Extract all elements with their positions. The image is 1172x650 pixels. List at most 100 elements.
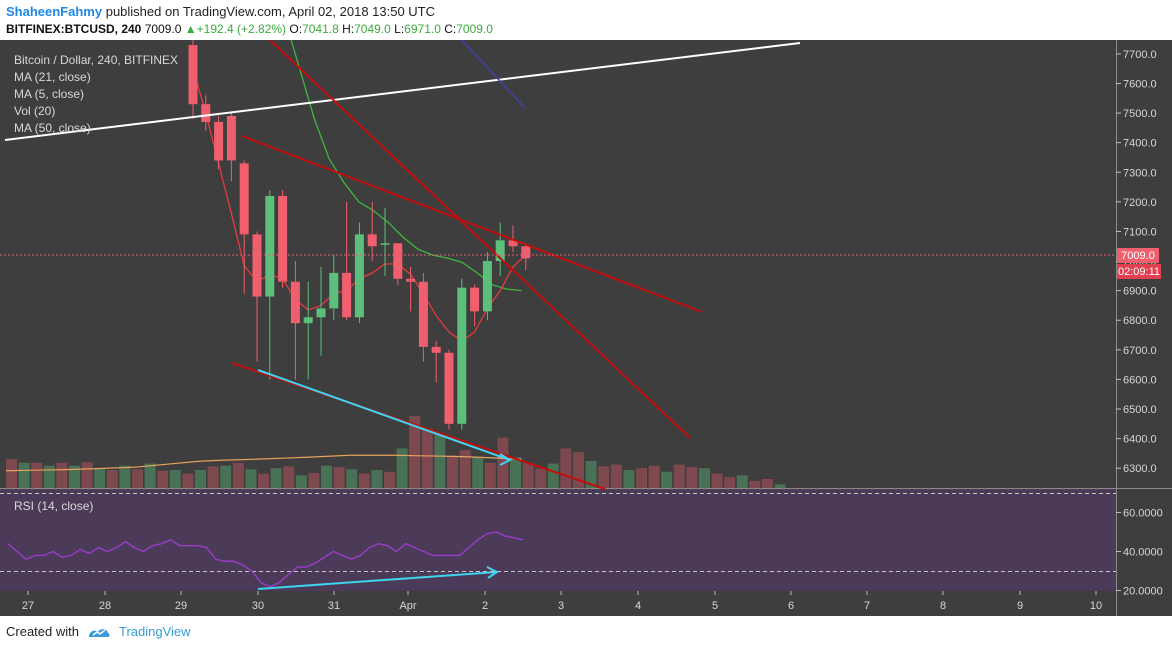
- volume-bar: [522, 462, 534, 488]
- volume-bar: [762, 479, 773, 488]
- candle: [393, 243, 403, 279]
- price-divergence-line[interactable]: [257, 369, 511, 461]
- volume-bar: [106, 470, 118, 488]
- rsi-divergence-line[interactable]: [257, 571, 498, 590]
- candle: [201, 104, 211, 122]
- price-tick-label: 6800.0: [1123, 315, 1157, 327]
- volume-bar: [610, 464, 622, 488]
- price-chart[interactable]: 6300.0 6400.0 6500.0 6600.0 6700.0 6800.0 6900…: [0, 40, 1172, 616]
- candle: [418, 281, 428, 347]
- rsi-tick-label: 20.0000: [1123, 586, 1163, 598]
- last-price-badge: [1117, 248, 1159, 263]
- volume-bar: [585, 461, 597, 488]
- volume-bar: [724, 477, 736, 488]
- rsi-axis[interactable]: 20.0000 40.0000 60.0000: [1116, 508, 1163, 598]
- volume-bar: [43, 465, 55, 488]
- ma21-line: [290, 40, 522, 292]
- candle: [188, 45, 198, 105]
- volume-bar: [434, 434, 446, 488]
- time-tick-label: 8: [940, 600, 946, 612]
- published-text: published on TradingView.com, April 02, …: [105, 4, 436, 19]
- volume-bar: [648, 465, 660, 488]
- volume-bar: [699, 468, 710, 488]
- time-axis[interactable]: 27 28 29 30 31 Apr 2 3 4 5 6 7 8 9 10: [22, 591, 1102, 612]
- volume-bar: [673, 464, 685, 488]
- price-tick-label: 6700.0: [1123, 345, 1157, 357]
- volume-bar: [283, 466, 295, 488]
- candle: [457, 287, 467, 424]
- volume-bar: [774, 484, 786, 488]
- volume-bar: [270, 468, 282, 488]
- legend-ma5[interactable]: MA (5, close): [14, 87, 84, 101]
- red-trendline-shallow[interactable]: [241, 135, 703, 313]
- candle: [226, 116, 236, 161]
- legend-title: Bitcoin / Dollar, 240, BITFINEX: [14, 53, 178, 67]
- time-tick-label: 31: [328, 600, 340, 612]
- tradingview-link[interactable]: TradingView: [118, 624, 191, 639]
- candle: [329, 272, 339, 309]
- volume-bar: [447, 455, 458, 488]
- volume-bar: [56, 462, 68, 488]
- rsi-pane[interactable]: [0, 489, 1116, 591]
- price-axis-bg[interactable]: [1116, 40, 1172, 616]
- legend-ma21[interactable]: MA (21, close): [14, 70, 91, 84]
- candle: [380, 243, 390, 245]
- blue-trendline[interactable]: [460, 40, 526, 109]
- main-pane[interactable]: [0, 40, 1116, 488]
- volume-bar: [573, 452, 584, 488]
- candle: [367, 234, 377, 247]
- time-tick-label: 27: [22, 600, 34, 612]
- volume-bar: [321, 465, 332, 488]
- legend-vol[interactable]: Vol (20): [14, 104, 55, 118]
- volume-bar: [346, 469, 358, 488]
- red-trendline-steep[interactable]: [269, 40, 691, 439]
- volume-bar: [384, 471, 395, 488]
- candle: [444, 352, 454, 424]
- volume-bar: [472, 457, 484, 488]
- volume-bar: [736, 475, 748, 488]
- volume-bar: [711, 473, 723, 488]
- volume-bar: [623, 470, 635, 488]
- change-icon: ▲: [184, 22, 197, 36]
- volume-bar: [169, 470, 181, 488]
- countdown-badge: [1117, 264, 1161, 279]
- volume-bar: [132, 469, 143, 488]
- time-tick-label: 30: [252, 600, 264, 612]
- symbol-line: BITFINEX:BTCUSD, 240: [6, 22, 142, 36]
- candle: [278, 195, 288, 282]
- time-tick-label: 7: [864, 600, 870, 612]
- volume-bar: [6, 459, 17, 488]
- price-tick-label: 6300.0: [1123, 463, 1157, 475]
- countdown-badge-text: 02:09:11: [1118, 266, 1160, 278]
- candle: [265, 195, 275, 297]
- volume-bar: [547, 463, 559, 488]
- time-tick-label: 3: [558, 600, 564, 612]
- candle: [470, 287, 480, 312]
- volume-bar: [535, 468, 547, 488]
- candle: [508, 240, 518, 247]
- last-price-badge-text: 7009.0: [1121, 250, 1155, 262]
- open-value: 7041.8: [302, 22, 339, 36]
- time-tick-label: 5: [712, 600, 718, 612]
- author-name[interactable]: ShaheenFahmy: [6, 4, 103, 19]
- volume-bar: [232, 462, 244, 488]
- legend-ma50[interactable]: MA (50, close): [14, 121, 91, 135]
- candle: [252, 234, 262, 297]
- price-tick-label: 7600.0: [1123, 78, 1157, 90]
- red-trendline-lower[interactable]: [231, 362, 606, 490]
- time-axis-bg[interactable]: [0, 591, 1116, 616]
- ma50-line: [5, 454, 523, 472]
- time-tick-label: 2: [482, 600, 488, 612]
- volume-bar: [245, 469, 257, 488]
- time-tick-label: 9: [1017, 600, 1023, 612]
- candles: [188, 40, 531, 430]
- open-label: O:: [289, 22, 303, 36]
- white-trendline[interactable]: [4, 42, 801, 141]
- candle: [303, 317, 313, 324]
- rsi-legend[interactable]: RSI (14, close): [14, 499, 93, 513]
- volume-bar: [661, 471, 673, 488]
- candle: [495, 240, 505, 262]
- candle: [431, 346, 441, 353]
- volume-bar: [220, 465, 232, 488]
- candle: [354, 234, 364, 318]
